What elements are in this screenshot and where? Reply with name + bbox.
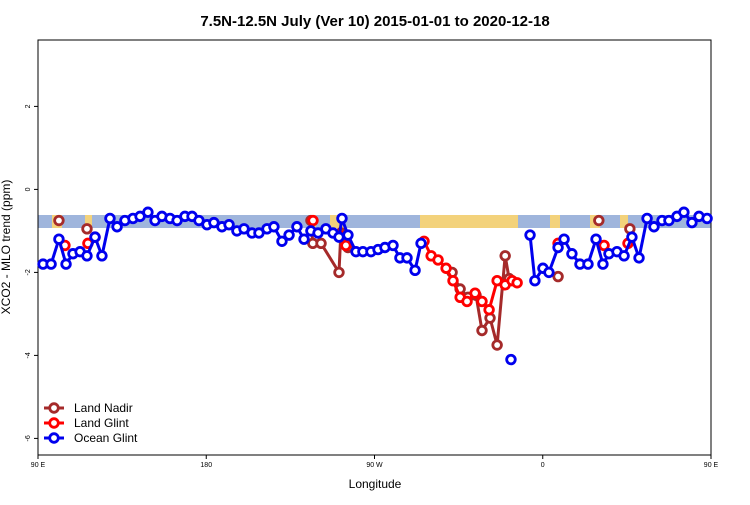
- y-tick-label: -2: [25, 269, 32, 275]
- point: [499, 250, 511, 262]
- point: [432, 254, 444, 266]
- point: [469, 287, 481, 299]
- point: [60, 258, 72, 270]
- point: [283, 229, 295, 241]
- legend-label: Ocean Glint: [74, 431, 138, 445]
- point: [686, 216, 698, 229]
- point: [276, 235, 288, 247]
- land-strip: [550, 215, 560, 228]
- point: [409, 264, 421, 277]
- point: [447, 275, 459, 287]
- y-tick-label: 2: [25, 104, 32, 108]
- point: [461, 295, 473, 308]
- point: [505, 353, 517, 366]
- x-axis-label: Longitude: [349, 477, 402, 491]
- point: [529, 275, 541, 287]
- land-strip: [420, 215, 518, 228]
- legend-marker: [48, 402, 60, 414]
- point: [678, 206, 690, 218]
- point: [597, 258, 609, 270]
- point: [593, 214, 605, 227]
- legend-label: Land Nadir: [74, 401, 133, 415]
- x-tick-label: 90 W: [366, 462, 383, 469]
- legend-label: Land Glint: [74, 416, 129, 430]
- land-strip: [620, 215, 628, 228]
- point: [701, 212, 713, 225]
- legend-marker: [48, 417, 60, 429]
- point: [598, 239, 610, 252]
- x-tick-label: 180: [200, 462, 212, 469]
- point: [491, 339, 503, 351]
- point: [315, 237, 327, 250]
- point: [524, 229, 536, 241]
- y-axis-label: XCO2 - MLO trend (ppm): [0, 180, 13, 315]
- point: [45, 258, 57, 270]
- point: [543, 266, 555, 279]
- point: [223, 218, 235, 231]
- point: [648, 221, 660, 233]
- point: [558, 233, 570, 245]
- point: [81, 223, 93, 235]
- legend-marker: [48, 432, 60, 444]
- y-tick-label: -4: [25, 352, 32, 358]
- y-tick-label: 0: [25, 187, 32, 191]
- point: [401, 252, 413, 264]
- point: [476, 324, 488, 337]
- point: [96, 250, 108, 262]
- x-tick-label: 90 E: [704, 462, 719, 469]
- x-tick-label: 0: [541, 462, 545, 469]
- point: [342, 229, 354, 241]
- point: [590, 233, 602, 245]
- point: [142, 206, 154, 218]
- point: [582, 258, 594, 270]
- point: [268, 221, 280, 233]
- point: [336, 212, 348, 225]
- point: [626, 231, 638, 243]
- point: [440, 262, 452, 274]
- point: [307, 214, 319, 227]
- point: [552, 270, 564, 283]
- point: [618, 250, 630, 262]
- point: [111, 221, 123, 233]
- point: [104, 212, 116, 225]
- point: [81, 250, 93, 262]
- point: [340, 239, 352, 252]
- x-tick-label: 90 E: [31, 462, 46, 469]
- land-strip: [85, 215, 92, 228]
- point: [333, 266, 345, 279]
- point: [89, 231, 101, 243]
- y-tick-label: -6: [25, 435, 32, 441]
- point: [633, 252, 645, 264]
- point: [53, 214, 65, 227]
- point: [415, 237, 427, 250]
- point: [291, 221, 303, 233]
- point: [53, 233, 65, 245]
- point: [641, 212, 653, 225]
- point: [566, 248, 578, 260]
- point: [511, 277, 523, 289]
- point: [552, 241, 564, 254]
- point: [333, 231, 345, 243]
- point: [476, 295, 488, 308]
- point: [298, 233, 310, 245]
- chart-title: 7.5N-12.5N July (Ver 10) 2015-01-01 to 2…: [200, 13, 549, 30]
- point: [387, 239, 399, 252]
- point: [483, 304, 495, 316]
